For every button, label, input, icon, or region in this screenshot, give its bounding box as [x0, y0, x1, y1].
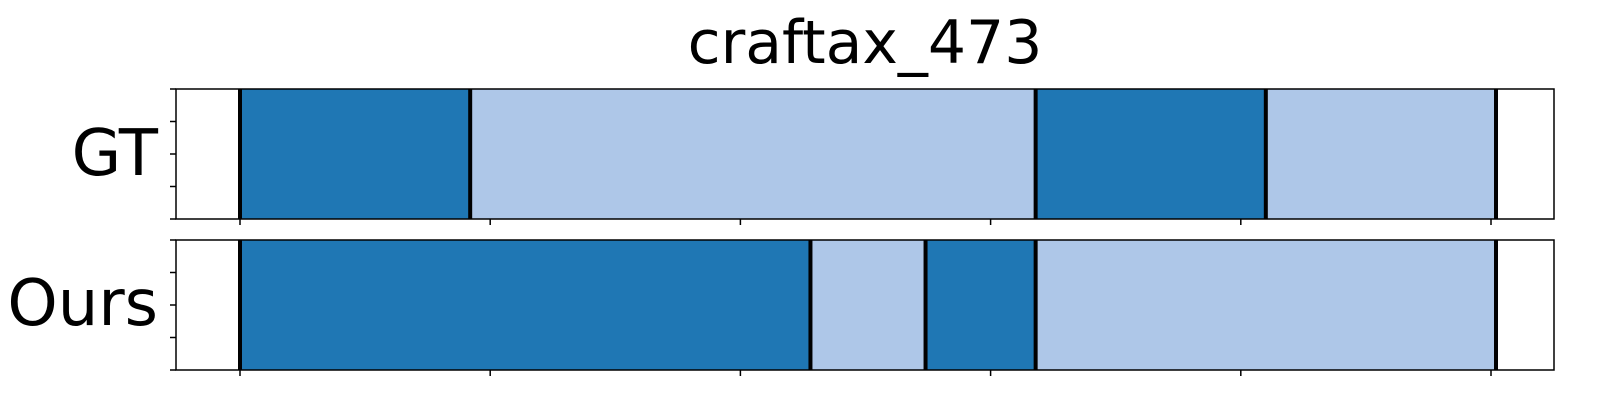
ours-segment-3 [1035, 240, 1497, 370]
ours-segment-1 [810, 240, 926, 370]
ours-segment-0 [240, 240, 811, 370]
ours-row: Ours [7, 239, 1555, 376]
chart-title: craftax_473 [688, 8, 1043, 78]
row-label-gt: GT [72, 117, 159, 191]
gt-segment-2 [1035, 89, 1266, 219]
row-label-ours: Ours [7, 267, 158, 341]
gt-row: GT [72, 88, 1555, 225]
gt-segment-3 [1265, 89, 1497, 219]
gt-segment-0 [240, 89, 471, 219]
ours-segment-2 [925, 240, 1036, 370]
gt-segment-1 [470, 89, 1036, 219]
